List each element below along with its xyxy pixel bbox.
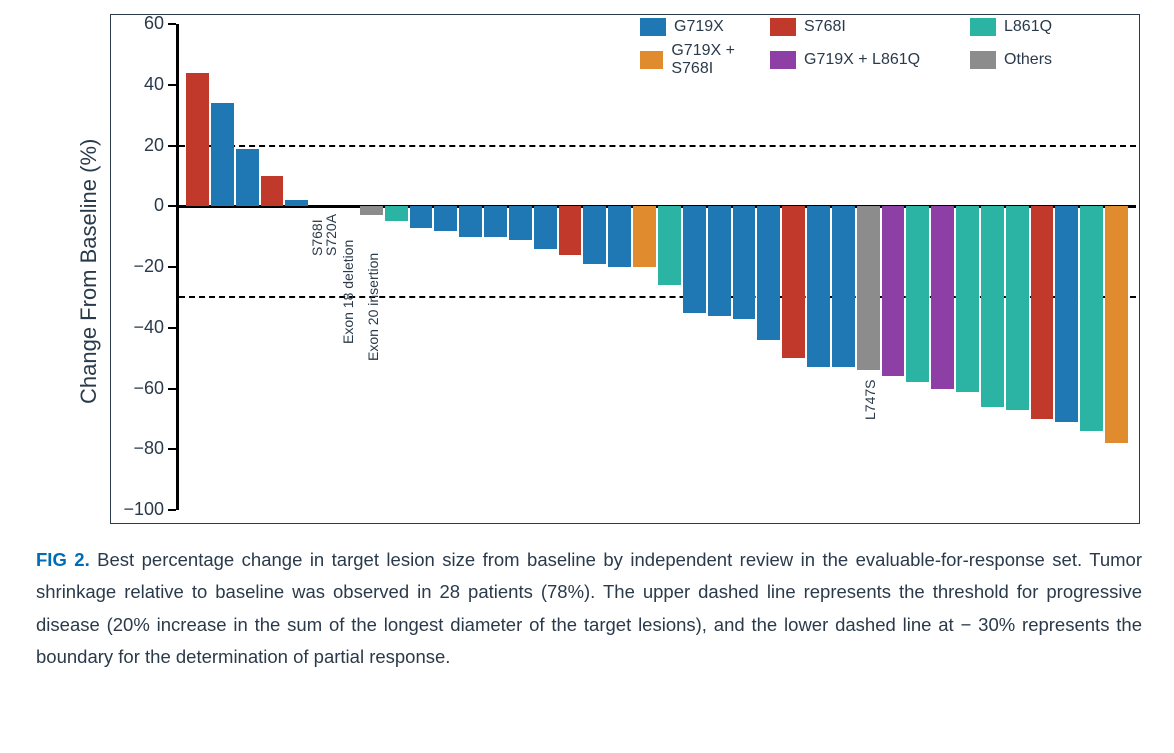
waterfall-bar xyxy=(385,206,408,221)
reference-line xyxy=(179,145,1136,147)
y-axis-title: Change From Baseline (%) xyxy=(76,139,102,404)
waterfall-bar xyxy=(559,206,582,255)
waterfall-bar xyxy=(708,206,731,315)
caption-text: Best percentage change in target lesion … xyxy=(36,549,1142,667)
waterfall-bar xyxy=(906,206,929,382)
waterfall-bar xyxy=(211,103,234,206)
legend-swatch xyxy=(970,51,996,69)
legend-label: G719X + L861Q xyxy=(804,51,920,69)
y-tick-label: 0 xyxy=(106,195,164,216)
legend-swatch xyxy=(640,18,666,36)
legend: G719X S768I L861Q G719X + S768I G719X + L861… xyxy=(640,18,1130,84)
y-axis-line xyxy=(176,24,179,510)
y-tick-label: 40 xyxy=(106,74,164,95)
waterfall-bar xyxy=(186,73,209,207)
y-tick-mark xyxy=(168,205,176,207)
legend-swatch xyxy=(640,51,663,69)
legend-swatch xyxy=(770,51,796,69)
waterfall-bar xyxy=(583,206,606,264)
y-tick-mark xyxy=(168,327,176,329)
waterfall-bar xyxy=(807,206,830,367)
y-tick-mark xyxy=(168,509,176,511)
waterfall-bar xyxy=(956,206,979,391)
legend-item: S768I xyxy=(770,18,970,36)
y-tick-label: −20 xyxy=(106,256,164,277)
waterfall-bar xyxy=(832,206,855,367)
legend-swatch xyxy=(770,18,796,36)
legend-swatch xyxy=(970,18,996,36)
y-tick-mark xyxy=(168,448,176,450)
waterfall-bar xyxy=(782,206,805,358)
legend-label: G719X xyxy=(674,18,724,36)
legend-label: Others xyxy=(1004,51,1052,69)
y-tick-mark xyxy=(168,23,176,25)
figure-caption: FIG 2. Best percentage change in target … xyxy=(36,544,1142,674)
waterfall-bar xyxy=(285,200,308,206)
caption-label: FIG 2. xyxy=(36,549,90,570)
legend-item: L861Q xyxy=(970,18,1110,36)
waterfall-bar xyxy=(757,206,780,340)
waterfall-bar xyxy=(484,206,507,236)
bar-annotation: Exon 20 insertion xyxy=(365,253,381,361)
waterfall-bar xyxy=(633,206,656,267)
waterfall-bar xyxy=(733,206,756,318)
legend-label: G719X + S768I xyxy=(671,42,770,78)
y-tick-label: −100 xyxy=(106,499,164,520)
waterfall-bar xyxy=(261,176,284,206)
y-tick-label: 20 xyxy=(106,135,164,156)
bar-annotation: Exon 18 deletion xyxy=(340,240,356,344)
waterfall-bar xyxy=(360,206,383,215)
waterfall-bar xyxy=(236,149,259,207)
y-tick-label: −40 xyxy=(106,317,164,338)
waterfall-bar xyxy=(410,206,433,227)
waterfall-bar xyxy=(1105,206,1128,443)
waterfall-bar xyxy=(1006,206,1029,410)
waterfall-bar xyxy=(658,206,681,285)
waterfall-bar xyxy=(857,206,880,370)
waterfall-bar xyxy=(931,206,954,388)
waterfall-bar xyxy=(534,206,557,249)
y-tick-mark xyxy=(168,388,176,390)
waterfall-bar xyxy=(981,206,1004,406)
legend-item: G719X + S768I xyxy=(640,42,770,78)
legend-label: S768I xyxy=(804,18,846,36)
y-tick-mark xyxy=(168,145,176,147)
y-tick-label: −60 xyxy=(106,378,164,399)
legend-item: G719X xyxy=(640,18,770,36)
legend-item: G719X + L861Q xyxy=(770,42,970,78)
legend-item: Others xyxy=(970,42,1110,78)
waterfall-bar xyxy=(882,206,905,376)
waterfall-bar xyxy=(683,206,706,312)
y-tick-label: 60 xyxy=(106,13,164,34)
waterfall-bar xyxy=(608,206,631,267)
figure-wrap: −100 −80 −60 −40 −20 0 20 40 60 S768I S720AExon 18… xyxy=(0,0,1174,753)
y-tick-mark xyxy=(168,266,176,268)
waterfall-bar xyxy=(1055,206,1078,422)
y-tick-label: −80 xyxy=(106,438,164,459)
bar-annotation: S720A xyxy=(323,214,339,256)
bar-annotation: L747S xyxy=(862,380,878,420)
plot-area: −100−80−60−40−200204060S768IS720AExon 18… xyxy=(176,24,1136,510)
waterfall-bar xyxy=(509,206,532,239)
legend-label: L861Q xyxy=(1004,18,1052,36)
waterfall-bar xyxy=(459,206,482,236)
y-tick-mark xyxy=(168,84,176,86)
waterfall-bar xyxy=(1080,206,1103,431)
waterfall-bar xyxy=(1031,206,1054,419)
waterfall-bar xyxy=(434,206,457,230)
